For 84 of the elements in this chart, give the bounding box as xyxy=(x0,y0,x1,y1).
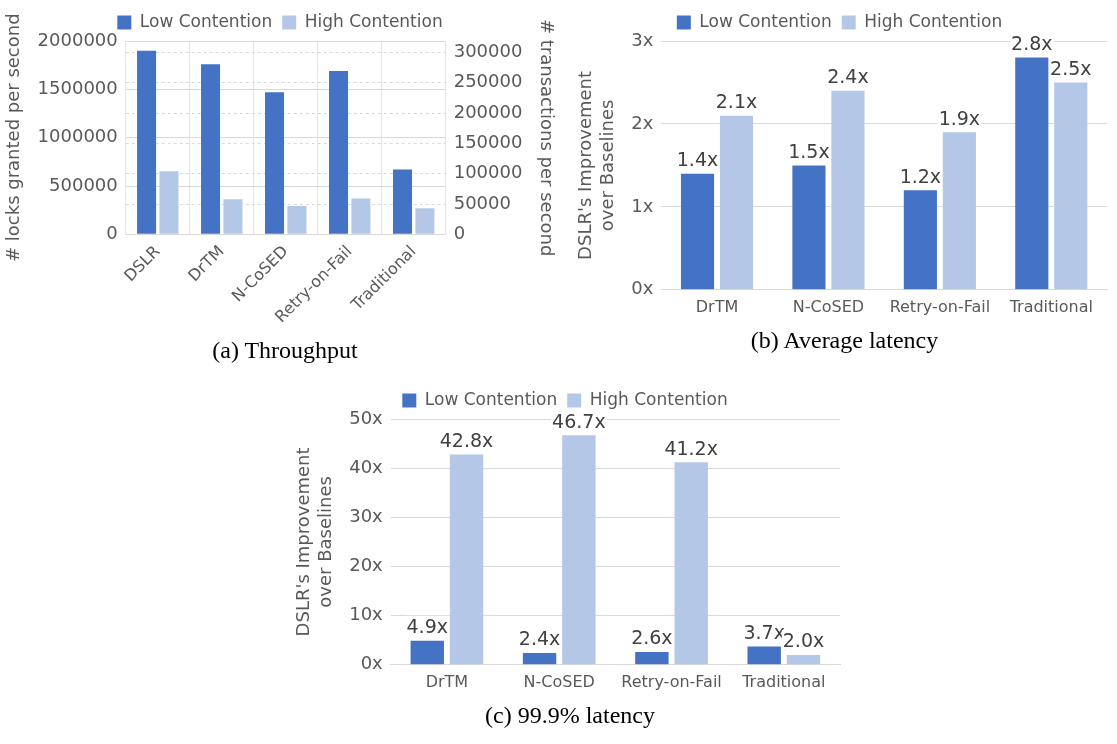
x-tick-label: Retry-on-Fail xyxy=(621,671,722,691)
bar xyxy=(792,165,826,290)
bar xyxy=(562,435,596,665)
bar xyxy=(449,454,484,665)
bar xyxy=(903,190,937,290)
bar xyxy=(329,70,349,234)
data-label: 1.5x xyxy=(788,139,830,162)
legend-label: Low Contention xyxy=(424,388,558,409)
bar xyxy=(635,652,669,665)
bar xyxy=(719,115,754,290)
y2-tick-label: 200000 xyxy=(453,100,523,122)
y2-tick-label: 150000 xyxy=(453,131,523,153)
y2-tick-label: 300000 xyxy=(453,40,523,62)
data-label: 46.7x xyxy=(552,409,606,432)
bar xyxy=(522,653,557,665)
x-tick-label: N-CoSED xyxy=(792,296,865,316)
y-tick-label: 30x xyxy=(349,504,384,526)
y-tick-label: 500000 xyxy=(49,173,118,195)
data-label: 2.5x xyxy=(1050,56,1092,79)
y-tick-label: 50x xyxy=(349,406,384,428)
legend-label: High Contention xyxy=(864,10,1003,31)
bar xyxy=(223,199,243,234)
data-label: 1.9x xyxy=(938,106,981,129)
y2-tick-label: 250000 xyxy=(453,70,523,92)
y-tick-label: 20x xyxy=(349,554,384,576)
x-tick-label: Retry-on-Fail xyxy=(889,296,991,316)
bar xyxy=(942,132,976,290)
y-tick-label: 2000000 xyxy=(37,28,118,50)
y-tick-label: 0x xyxy=(360,652,384,674)
bar xyxy=(201,64,221,234)
bar xyxy=(680,173,715,290)
y-tick-label: 40x xyxy=(349,455,384,477)
data-label: 4.9x xyxy=(406,615,448,638)
bar xyxy=(831,90,865,290)
legend-label: High Contention xyxy=(589,388,728,409)
data-label: 2.0x xyxy=(782,629,825,652)
data-label: 42.8x xyxy=(439,428,494,451)
y-tick-label: 2x xyxy=(631,111,654,133)
y-axis-title: # locks granted per second xyxy=(2,13,24,262)
data-label: 2.1x xyxy=(715,90,758,113)
x-tick-label: DrTM xyxy=(425,671,469,691)
legend-label: Low Contention xyxy=(139,10,273,31)
data-label: 2.8x xyxy=(1011,32,1053,55)
data-label: 2.4x xyxy=(518,627,561,650)
y-tick-label: 3x xyxy=(631,28,654,50)
bar xyxy=(674,462,708,665)
bar xyxy=(1054,82,1088,290)
x-tick-label: DrTM xyxy=(695,296,739,316)
legend-label: Low Contention xyxy=(699,10,832,31)
bar xyxy=(747,646,781,665)
legend-label: High Contention xyxy=(304,10,443,31)
text: (c) 99.9% latency xyxy=(484,702,656,729)
data-label: 2.6x xyxy=(631,626,673,649)
data-label: 41.2x xyxy=(664,436,718,459)
bar xyxy=(410,640,444,665)
y-axis-title: DSLR's Improvement over Baselines xyxy=(292,447,336,637)
y2-axis-title: # transactions per second xyxy=(536,18,558,257)
y-axis-title: DSLR's Improvement over Baselines xyxy=(574,70,618,260)
y2-tick-label: 100000 xyxy=(453,161,523,183)
bar xyxy=(265,92,285,234)
bar xyxy=(1015,57,1049,290)
bar xyxy=(351,198,371,234)
data-label: 1.4x xyxy=(676,148,719,171)
y2-tick-label: 50000 xyxy=(453,191,511,213)
y-tick-label: 1000000 xyxy=(37,125,118,147)
text: (a) Throughput xyxy=(211,337,359,364)
y-tick-label: 0 xyxy=(106,222,118,244)
x-tick-label: N-CoSED xyxy=(523,671,595,691)
data-label: 2.4x xyxy=(827,65,869,88)
y-tick-label: 0x xyxy=(631,277,654,299)
bar xyxy=(786,654,821,665)
y-tick-label: 10x xyxy=(349,603,384,625)
bar xyxy=(137,50,157,234)
y2-tick-label: 0 xyxy=(453,222,466,244)
y-tick-label: 1x xyxy=(631,194,654,216)
text: (b) Average latency xyxy=(749,327,940,354)
x-tick-label: Traditional xyxy=(741,671,826,691)
data-label: 1.2x xyxy=(899,164,942,187)
data-label: 3.7x xyxy=(743,621,785,644)
bar xyxy=(415,208,435,234)
y-tick-label: 1500000 xyxy=(37,77,118,99)
bar xyxy=(392,169,413,234)
x-tick-label: Traditional xyxy=(1008,296,1093,316)
bar xyxy=(287,205,307,234)
